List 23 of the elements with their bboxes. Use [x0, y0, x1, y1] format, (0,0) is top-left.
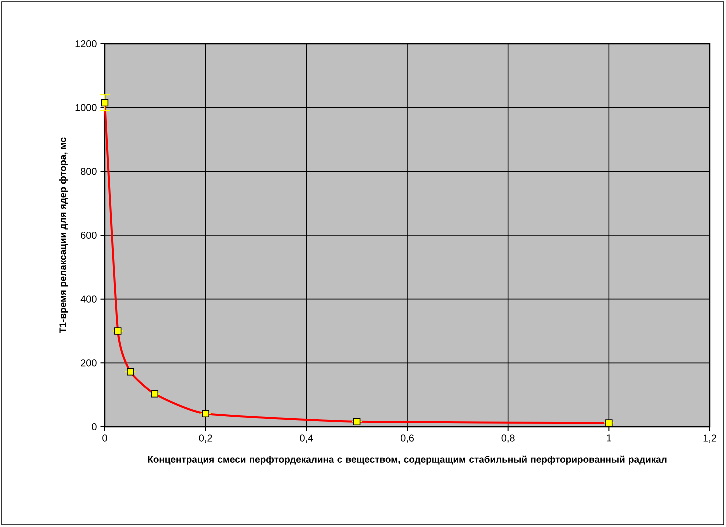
x-tick-label: 0	[102, 434, 108, 442]
point	[353, 418, 361, 426]
point	[151, 390, 159, 398]
x-tick-label: 1	[607, 434, 612, 442]
point	[202, 410, 210, 418]
y-tick-label: 200	[81, 360, 97, 367]
point	[101, 99, 109, 107]
y-tick-label: 600	[81, 232, 97, 240]
x-tick-label: 1,2	[704, 434, 716, 444]
x-tick-label: 0,8	[502, 434, 515, 444]
x-tick-label: 0,4	[300, 434, 314, 444]
y-tick-label: 0	[92, 423, 97, 431]
x-axis-title: Концентрация смеси перфтордекалина с веществом, содерщащим стабильный перфторированный радикал	[148, 456, 667, 465]
point	[606, 420, 613, 427]
y-tick-label: 800	[81, 168, 97, 176]
point	[114, 328, 122, 335]
y-tick-label: 400	[80, 296, 97, 303]
y-tick-label: 1000	[76, 104, 97, 112]
point	[127, 368, 134, 376]
x-tick-label: 0,2	[199, 434, 212, 444]
y-axis-title: T1-время релаксации для ядер фтора, мс	[59, 138, 68, 334]
y-tick-label: 1200	[76, 40, 97, 48]
x-tick-label: 0,6	[400, 434, 414, 444]
